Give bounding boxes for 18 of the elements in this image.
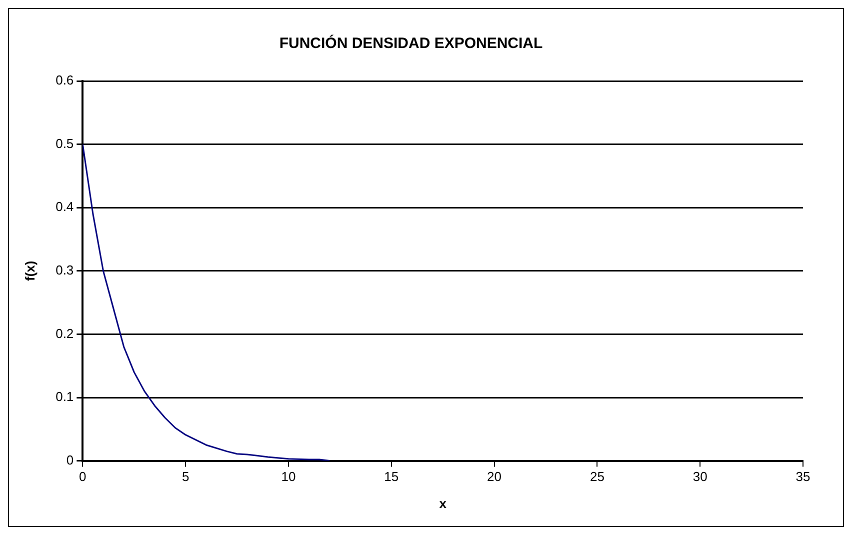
y-tick-label: 0.6 xyxy=(56,72,74,88)
y-tick-label: 0.5 xyxy=(56,136,74,151)
y-tick-label: 0.4 xyxy=(56,199,74,214)
x-axis-title: x xyxy=(439,496,448,511)
chart-title: FUNCIÓN DENSIDAD EXPONENCIAL xyxy=(279,34,543,52)
x-tick-label: 20 xyxy=(487,469,502,484)
x-tick-label: 30 xyxy=(692,469,708,484)
y-tick-label: 0.2 xyxy=(56,326,74,341)
y-tick-label: 0 xyxy=(66,452,74,468)
x-tick-label: 5 xyxy=(182,469,190,484)
x-tick-label: 0 xyxy=(79,469,86,484)
y-tick-label: 0.1 xyxy=(56,389,74,404)
x-tick-label: 10 xyxy=(281,469,296,484)
y-tick-label: 0.3 xyxy=(56,262,74,278)
x-tick-label: 25 xyxy=(590,469,604,484)
y-axis-title: f(x) xyxy=(22,260,38,282)
x-tick-label: 15 xyxy=(384,469,399,484)
x-tick-label: 35 xyxy=(796,469,810,484)
